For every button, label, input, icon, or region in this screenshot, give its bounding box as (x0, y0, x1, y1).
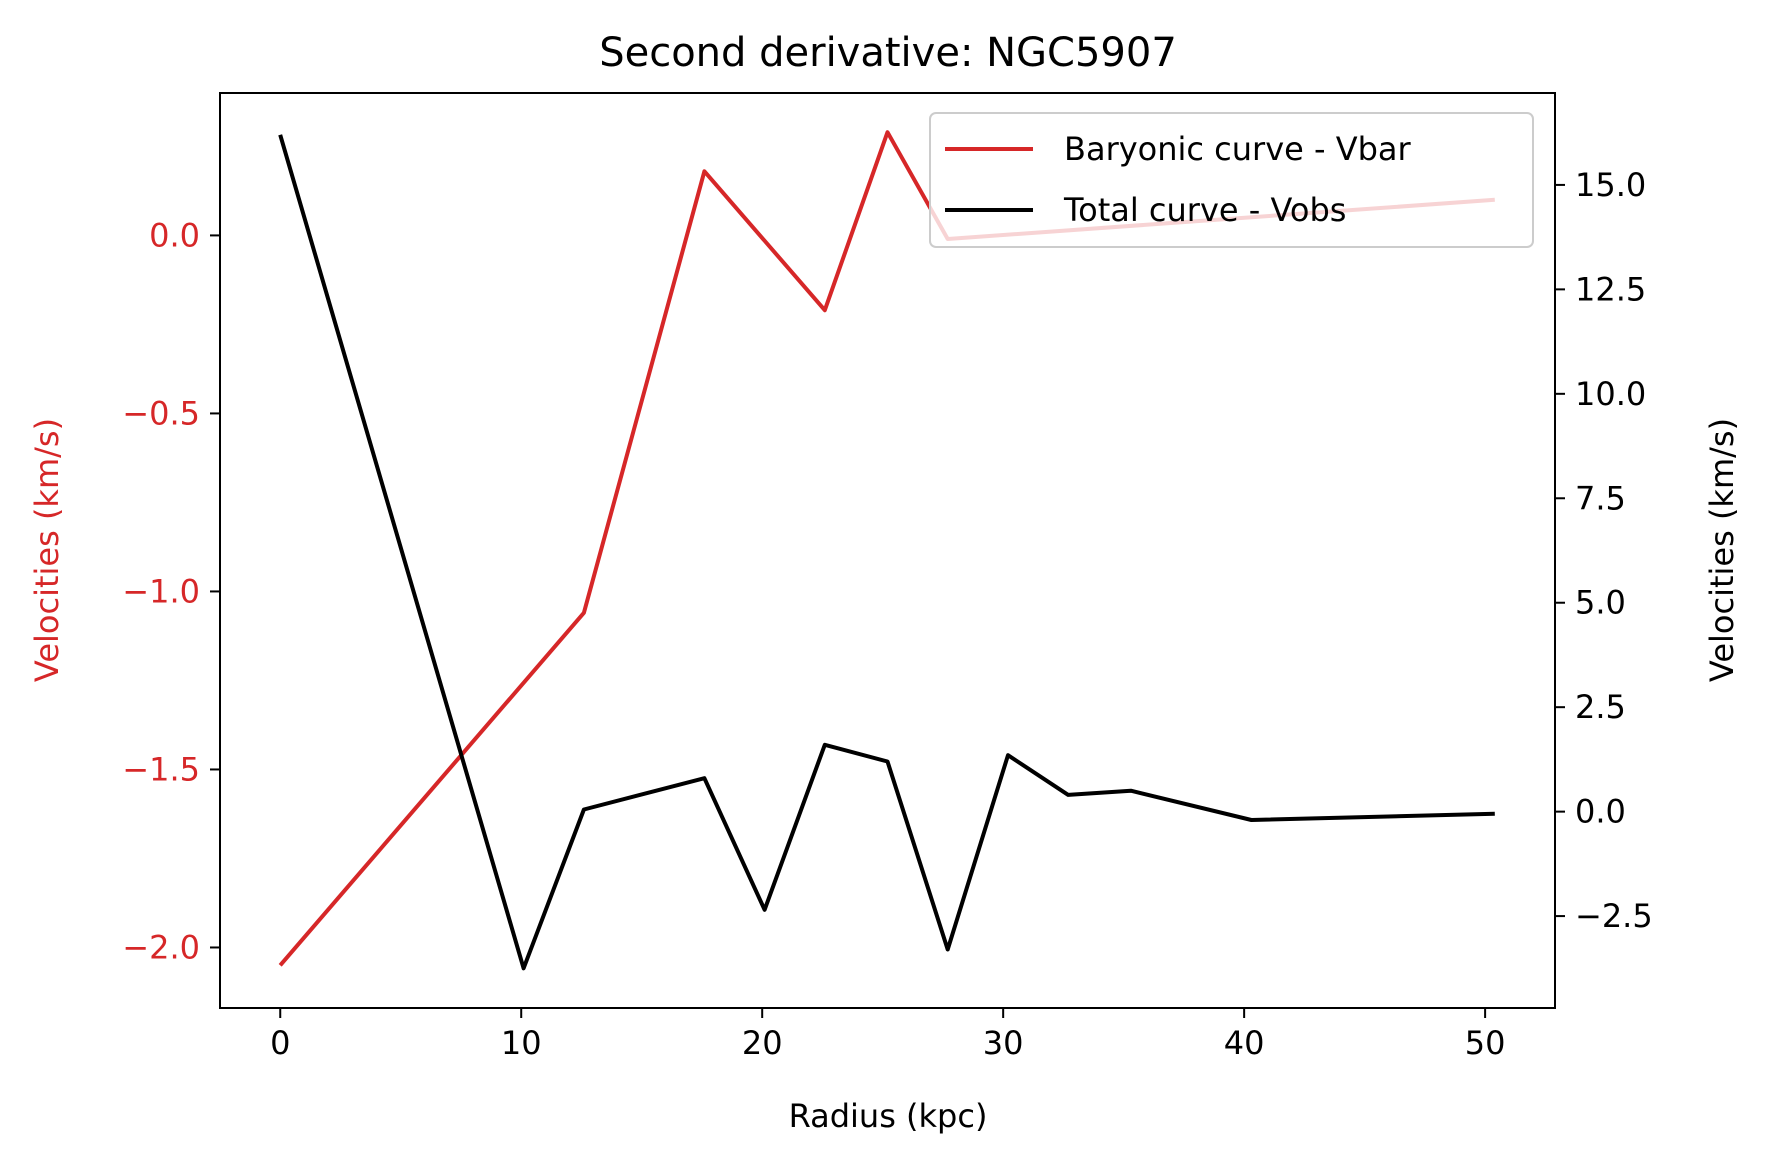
y-left-tick-label: −1.0 (122, 572, 200, 610)
chart-title: Second derivative: NGC5907 (599, 30, 1177, 76)
x-tick-label: 30 (983, 1024, 1024, 1062)
y-right-tick-label: 0.0 (1575, 793, 1626, 831)
y-left-tick-label: −0.5 (122, 394, 200, 432)
y-right-tick-label: 2.5 (1575, 688, 1626, 726)
y-right-tick-label: −2.5 (1575, 897, 1653, 935)
y-left-tick-label: −1.5 (122, 750, 200, 788)
x-tick-label: 40 (1224, 1024, 1265, 1062)
y-axis-label-left: Velocities (km/s) (28, 418, 66, 682)
y-axis-left: −2.0 −1.5 −1.0 −0.5 0.0 (122, 216, 220, 966)
y-right-tick-label: 10.0 (1575, 375, 1646, 413)
y-right-tick-label: 5.0 (1575, 584, 1626, 622)
plot-frame (219, 92, 1556, 1009)
y-axis-label-right: Velocities (km/s) (1703, 418, 1741, 682)
y-left-tick-label: −2.0 (122, 928, 200, 966)
x-axis-label: Radius (kpc) (789, 1097, 988, 1135)
x-tick-label: 50 (1465, 1024, 1506, 1062)
y-left-tick-label: 0.0 (149, 216, 200, 254)
series-vbar-line (278, 130, 1495, 967)
x-tick-label: 10 (501, 1024, 542, 1062)
legend-label-vobs: Total curve - Vobs (1063, 191, 1346, 229)
series-layer (278, 130, 1495, 971)
y-axis-right: −2.5 0.0 2.5 5.0 7.5 10.0 12.5 15.0 (1555, 166, 1653, 935)
y-right-tick-label: 15.0 (1575, 166, 1646, 204)
x-tick-label: 0 (270, 1024, 290, 1062)
legend: Baryonic curve - Vbar Total curve - Vobs (929, 112, 1534, 248)
legend-label-vbar: Baryonic curve - Vbar (1064, 130, 1412, 168)
y-right-tick-label: 12.5 (1575, 270, 1646, 308)
y-right-tick-label: 7.5 (1575, 479, 1626, 517)
legend-box (929, 112, 1534, 248)
x-axis: 0 10 20 30 40 50 (270, 1008, 1505, 1062)
series-vobs-line (278, 134, 1495, 971)
x-tick-label: 20 (742, 1024, 783, 1062)
